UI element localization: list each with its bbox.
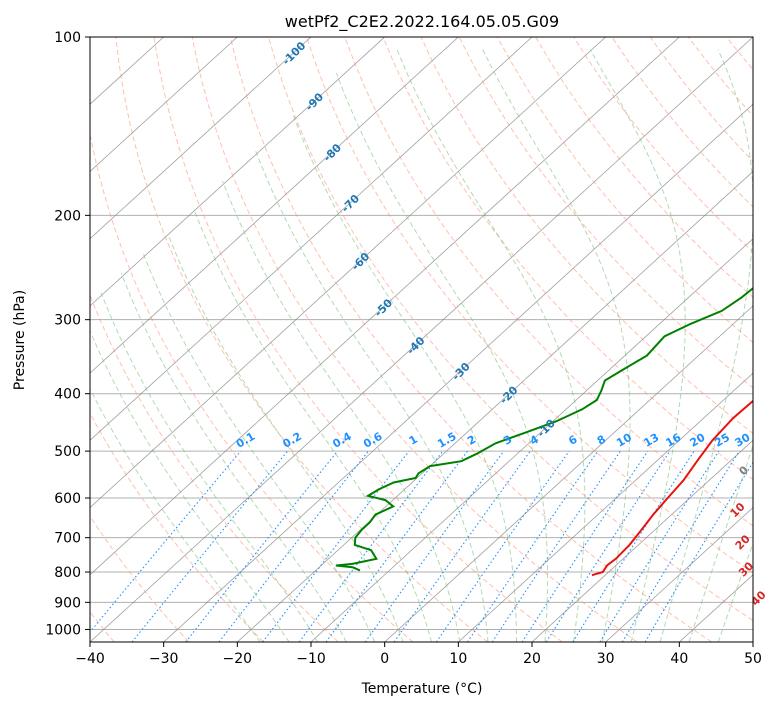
x-tick-label: 0 [380,651,389,667]
axes: −40 −30 −20 −10 0 10 20 30 40 50 100 200 300 400 500 60… [45,30,762,667]
y-tick-label: 100 [54,30,81,46]
chart-title: wetPf2_C2E2.2022.164.05.05.G09 [285,12,559,32]
isotherm-line [90,37,238,172]
moist-adiabat [120,272,347,642]
mixing-ratio-line [262,450,410,642]
dry-adiabat [229,37,712,642]
mixing-ratio-line [185,450,339,642]
isotherm-line [384,305,753,642]
mixing-ratio-line [393,450,531,642]
dewpoint-line [335,286,753,572]
x-tick-label: −20 [223,651,253,667]
isotherm-line [90,37,680,576]
moist-adiabat [222,180,461,642]
mixing-ratio-line [364,450,505,642]
mixing-ratio-line [435,450,570,642]
dry-adiabat [115,37,488,642]
isotherm-line [90,37,312,240]
isotherm-line [531,439,753,642]
x-tick-label: −30 [149,651,179,667]
dry-adiabat [306,37,753,574]
x-tick-label: 20 [523,651,541,667]
y-tick-label: 300 [54,313,81,329]
moist-adiabat [589,49,686,642]
moist-adiabat [688,443,753,642]
dry-adiabat [268,37,753,622]
x-tick-label: 30 [597,651,615,667]
y-tick-label: 700 [54,531,81,547]
grid-layer [90,37,753,630]
x-tick-label: 10 [449,651,467,667]
isotherm-line [605,507,753,642]
moist-adiabat [482,49,631,642]
dry-adiabat [535,37,753,298]
isotherm-line [90,37,533,441]
mixing-ratio-line [621,450,740,642]
dry-adiabat [765,37,775,642]
dry-adiabat [496,37,753,344]
y-tick-label: 200 [54,208,81,224]
isotherm-line [90,37,459,374]
mixing-ratio-line [325,450,468,642]
mixing-ratio-line [521,450,649,642]
y-tick-label: 500 [54,444,81,460]
isotherm-line [237,170,753,642]
isotherm-line [90,37,606,509]
dry-adiabat [420,37,753,435]
y-tick-label: 1000 [45,622,81,638]
mixing-ratio-line [131,450,289,642]
y-tick-label: 600 [54,491,81,507]
dry-adiabat [344,37,753,527]
moist-adiabat [100,292,319,642]
moist-adiabat [193,208,432,642]
moist-adiabat [292,114,517,642]
dry-adiabat [90,131,414,642]
moist-adiabat [167,233,404,642]
y-axis-title: Pressure (hPa) [12,290,28,390]
x-tick-label: 50 [744,651,762,667]
isotherm-line [90,37,385,307]
mixing-ratio-line [545,450,671,642]
moist-adiabat [717,542,753,642]
moist-adiabat [90,329,290,642]
mixing-ratio-line [90,450,242,633]
x-tick-label: 40 [670,651,688,667]
x-tick-label: −40 [75,651,105,667]
moist-adiabat [396,49,586,642]
series-layer [335,286,753,577]
moist-adiabat [254,149,489,642]
x-axis-title: Temperature (°C) [361,681,483,697]
isotherm-line [90,37,753,642]
mixing-ratio-line [467,450,599,642]
temperature-line [591,399,753,577]
isotherm-line [752,641,753,642]
moist-adiabat [90,387,261,642]
y-tick-label: 400 [54,387,81,403]
moist-adiabat [142,251,376,642]
y-tick-label: 900 [54,595,81,611]
dry-adiabat [90,412,264,642]
mixing-ratio-line [491,450,621,642]
x-tick-label: −10 [296,651,326,667]
mixing-ratio-line [572,450,695,642]
y-tick-label: 800 [54,565,81,581]
isotherm-line [458,372,753,642]
isotherm-line [163,103,753,642]
plot-frame [89,36,754,643]
dry-adiabat [382,37,753,481]
moist-adiabat [659,49,753,642]
